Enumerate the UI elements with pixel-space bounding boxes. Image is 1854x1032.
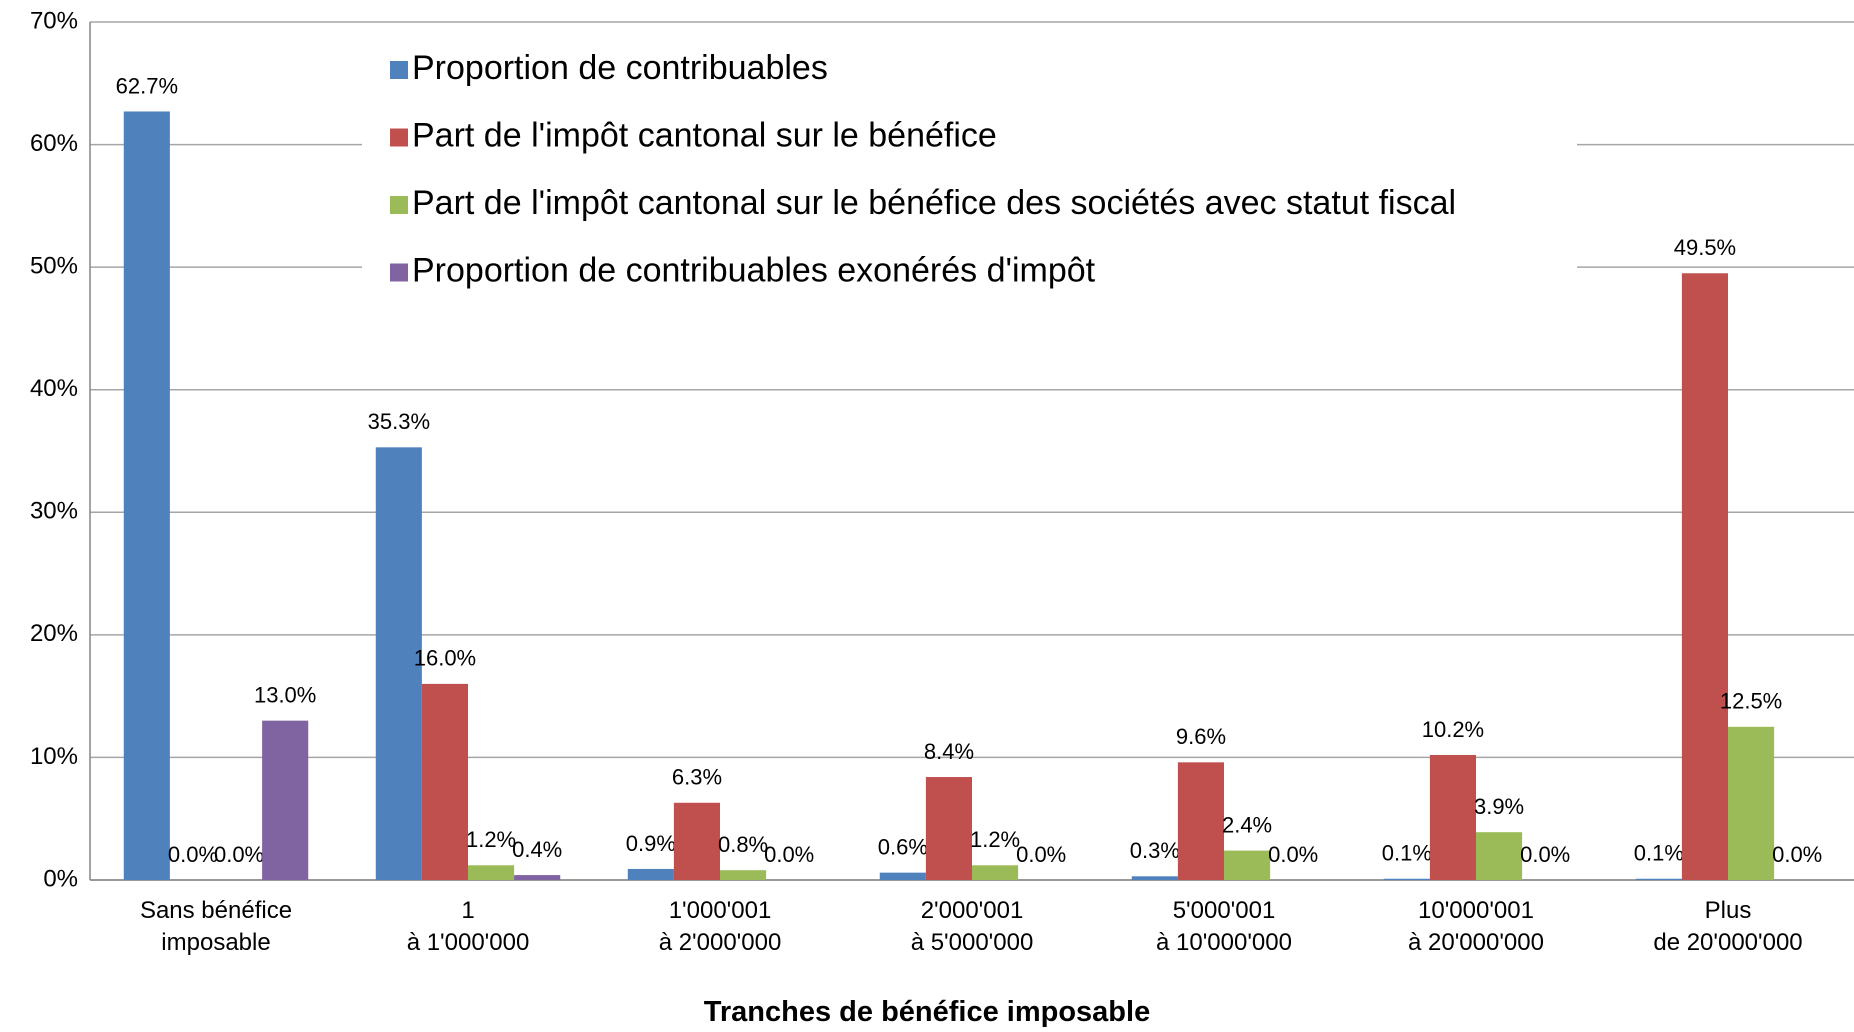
value-label: 0.3% xyxy=(1130,838,1180,863)
legend-swatch xyxy=(390,196,408,214)
value-label: 0.0% xyxy=(1520,842,1570,867)
bar xyxy=(123,111,170,880)
value-label: 0.8% xyxy=(718,832,768,857)
value-label: 62.7% xyxy=(116,73,178,98)
bar xyxy=(262,720,309,880)
value-label: 49.5% xyxy=(1674,235,1736,260)
y-tick-label: 70% xyxy=(30,7,78,34)
value-label: 35.3% xyxy=(368,409,430,434)
bar xyxy=(421,683,468,880)
bar xyxy=(468,865,515,880)
value-label: 0.6% xyxy=(878,834,928,859)
legend-swatch xyxy=(390,263,408,282)
value-label: 6.3% xyxy=(672,765,722,790)
value-label: 1.2% xyxy=(970,827,1020,852)
value-label: 16.0% xyxy=(414,646,476,671)
legend-label: Proportion de contribuables exonérés d'i… xyxy=(412,251,1096,289)
x-tick-label: 1 à 1'000'000 xyxy=(406,897,530,956)
value-label: 0.1% xyxy=(1382,841,1432,866)
bar xyxy=(1476,832,1523,880)
value-label: 0.0% xyxy=(214,842,264,867)
y-tick-label: 10% xyxy=(30,743,78,770)
bar xyxy=(1131,876,1178,880)
value-label: 0.0% xyxy=(1016,842,1066,867)
x-tick-label: 1'000'001 à 2'000'000 xyxy=(658,897,782,956)
legend-label: Part de l'impôt cantonal sur le bénéfice… xyxy=(412,184,1456,222)
x-axis-title: Tranches de bénéfice imposable xyxy=(703,996,1151,1028)
value-label: 8.4% xyxy=(924,739,974,764)
y-tick-label: 50% xyxy=(30,252,78,279)
value-label: 0.0% xyxy=(764,842,814,867)
bar xyxy=(1635,878,1682,880)
legend-swatch xyxy=(390,128,408,147)
legend-box xyxy=(362,42,1577,300)
bar xyxy=(375,447,422,880)
x-tick-label: 2'000'001 à 5'000'000 xyxy=(910,897,1034,956)
bar xyxy=(1383,878,1430,880)
value-label: 10.2% xyxy=(1422,717,1484,742)
bar xyxy=(1429,754,1476,880)
value-label: 0.0% xyxy=(1268,842,1318,867)
bar xyxy=(1224,850,1271,880)
bar xyxy=(1728,726,1775,880)
bar xyxy=(1177,762,1224,880)
value-label: 2.4% xyxy=(1222,812,1272,837)
value-label: 0.1% xyxy=(1634,841,1684,866)
legend-label: Proportion de contribuables xyxy=(412,49,828,87)
x-tick-label: Sans bénéfice imposable xyxy=(139,897,293,956)
bar xyxy=(1681,273,1728,880)
value-label: 0.9% xyxy=(626,831,676,856)
bar xyxy=(925,777,972,880)
bar xyxy=(514,875,561,880)
value-label: 9.6% xyxy=(1176,724,1226,749)
value-label: 1.2% xyxy=(466,827,516,852)
value-label: 13.0% xyxy=(254,682,316,707)
legend-label: Part de l'impôt cantonal sur le bénéfice xyxy=(412,116,997,154)
y-tick-label: 20% xyxy=(30,620,78,647)
y-tick-label: 40% xyxy=(30,375,78,402)
x-tick-label: Plus de 20'000'000 xyxy=(1653,897,1803,956)
y-tick-label: 60% xyxy=(30,130,78,157)
value-label: 0.0% xyxy=(1772,842,1822,867)
legend-swatch xyxy=(390,61,408,79)
value-label: 0.4% xyxy=(512,837,562,862)
y-tick-label: 30% xyxy=(30,498,78,525)
value-label: 12.5% xyxy=(1720,689,1782,714)
bar xyxy=(673,802,720,880)
x-tick-label: 10'000'001 à 20'000'000 xyxy=(1408,897,1544,956)
bar xyxy=(879,872,926,880)
bar xyxy=(972,865,1019,880)
x-tick-label: 5'000'001 à 10'000'000 xyxy=(1156,897,1292,956)
value-label: 0.0% xyxy=(168,842,218,867)
value-label: 3.9% xyxy=(1474,794,1524,819)
bar xyxy=(627,868,674,880)
y-tick-label: 0% xyxy=(43,865,78,892)
bar xyxy=(720,870,767,880)
